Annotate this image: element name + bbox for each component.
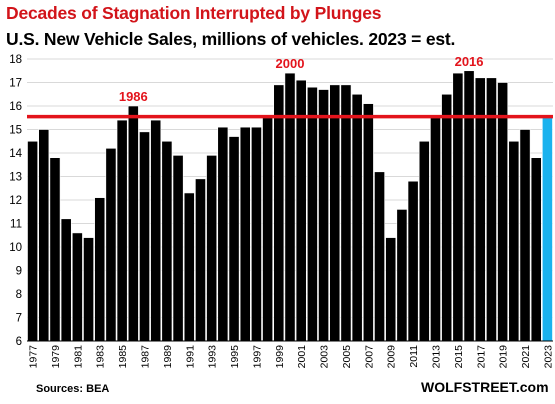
x-tick-label: 2017 <box>475 345 487 369</box>
bar <box>239 126 251 342</box>
y-tick-label: 8 <box>16 289 22 301</box>
bar <box>49 157 61 342</box>
bar <box>105 148 117 342</box>
bar <box>206 155 218 342</box>
y-tick-label: 10 <box>9 242 22 254</box>
bar <box>172 155 184 342</box>
bar <box>508 140 520 342</box>
bar <box>362 103 374 342</box>
y-tick-label: 13 <box>9 172 22 184</box>
x-tick-label: 2023 <box>542 345 554 369</box>
bar <box>150 119 162 342</box>
x-tick-label: 2005 <box>341 345 353 369</box>
x-tick-label: 2013 <box>430 345 442 369</box>
peak-annotation: 2016 <box>455 54 484 69</box>
x-tick-label: 2001 <box>296 345 308 369</box>
bar <box>38 129 50 342</box>
y-tick-label: 11 <box>10 219 22 231</box>
x-tick-label: 1977 <box>28 345 40 369</box>
bar <box>262 117 274 342</box>
bar <box>318 89 329 342</box>
bar <box>430 117 441 342</box>
bar <box>116 119 128 342</box>
x-tick-label: 2021 <box>520 345 532 369</box>
x-tick-label: 1989 <box>162 345 174 369</box>
bar <box>340 84 352 342</box>
bar <box>217 126 229 342</box>
bar <box>83 237 94 342</box>
x-tick-label: 1979 <box>50 345 62 369</box>
bar <box>228 136 240 342</box>
bar <box>161 140 173 342</box>
y-tick-label: 6 <box>16 336 22 348</box>
x-tick-label: 2011 <box>408 345 420 368</box>
y-tick-label: 7 <box>16 313 22 325</box>
x-tick-label: 2003 <box>319 345 331 369</box>
x-tick-label: 1995 <box>229 345 241 369</box>
x-tick-label: 2009 <box>386 345 398 369</box>
bar <box>127 105 139 342</box>
bar <box>519 129 531 342</box>
bar <box>273 84 285 342</box>
bar <box>27 140 38 342</box>
x-tick-label: 1981 <box>72 345 84 369</box>
peak-annotation: 2000 <box>276 56 305 71</box>
bar <box>497 82 509 342</box>
chart-subtitle: U.S. New Vehicle Sales, millions of vehi… <box>6 29 456 49</box>
bar <box>463 70 475 342</box>
peak-annotation: 1986 <box>119 89 148 104</box>
x-tick-label: 2007 <box>363 345 375 369</box>
bar <box>374 171 385 342</box>
bar <box>195 178 206 342</box>
brand-label: WOLFSTREET.com <box>421 379 549 395</box>
y-tick-label: 17 <box>9 78 22 90</box>
x-tick-label: 1983 <box>95 345 107 369</box>
x-tick-label: 1991 <box>184 345 196 369</box>
x-tick-label: 1993 <box>207 345 219 369</box>
x-tick-label: 2015 <box>453 345 465 369</box>
bar <box>530 157 542 342</box>
bar <box>71 232 83 342</box>
bar <box>251 126 262 342</box>
x-tick-label: 1987 <box>140 345 152 369</box>
bar <box>284 72 296 342</box>
bar <box>295 79 307 342</box>
x-tick-label: 2019 <box>498 345 510 369</box>
bar <box>418 140 430 342</box>
y-tick-label: 15 <box>9 125 22 137</box>
bar <box>385 237 397 342</box>
y-tick-label: 16 <box>9 101 22 113</box>
bar <box>329 84 341 342</box>
y-tick-label: 9 <box>16 266 22 278</box>
bar <box>407 180 419 342</box>
chart-title: Decades of Stagnation Interrupted by Plu… <box>6 3 382 23</box>
bar <box>542 117 553 342</box>
x-tick-label: 1999 <box>274 345 286 369</box>
y-tick-label: 12 <box>9 195 22 207</box>
bar <box>396 209 408 342</box>
bar <box>351 93 363 342</box>
bar <box>139 131 150 342</box>
y-tick-label: 14 <box>9 148 22 160</box>
bar <box>183 192 195 342</box>
bar <box>94 197 106 342</box>
bar <box>306 86 318 342</box>
source-note: Sources: BEA <box>36 383 110 395</box>
x-tick-label: 1997 <box>251 345 263 369</box>
bar <box>60 218 72 342</box>
x-tick-label: 1985 <box>117 345 129 369</box>
y-tick-label: 18 <box>9 54 22 66</box>
bar <box>441 93 453 342</box>
bar <box>452 72 464 342</box>
